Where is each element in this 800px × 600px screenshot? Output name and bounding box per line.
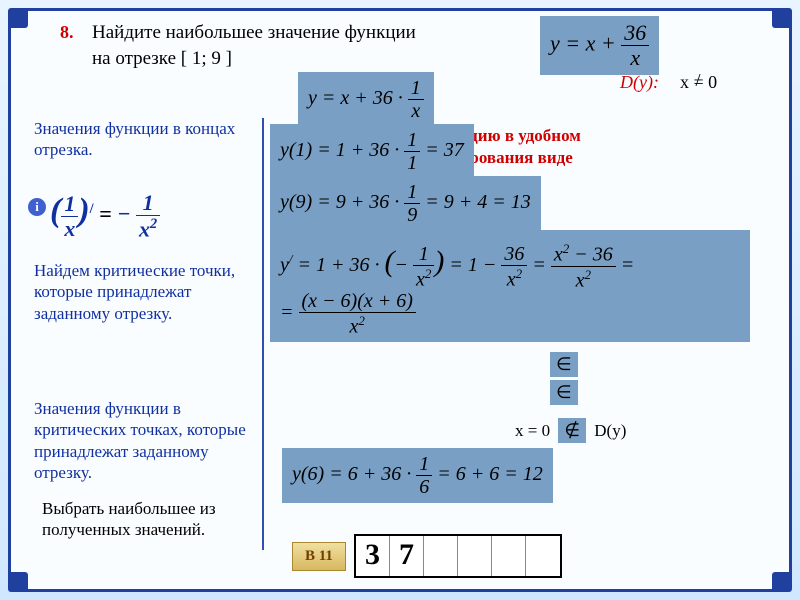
derivative-box: y/ = 1 + 36 · (− 1x2) = 1 − 36x2 = x2 − … bbox=[270, 230, 750, 342]
vertical-divider bbox=[262, 118, 264, 550]
answer-row: В 11 3 7 bbox=[292, 534, 562, 578]
domain-label: D(y): bbox=[620, 72, 659, 93]
answer-cell-5[interactable] bbox=[526, 536, 560, 576]
derivative-rule: (1x)/ = − 1x2 bbox=[50, 192, 160, 240]
slide-content: 8. Найдите наибольшее значение функции н… bbox=[0, 0, 800, 600]
note-choose: Выбрать наибольшее из полученных значени… bbox=[42, 498, 262, 541]
problem-line2: на отрезке [ 1; 9 ] bbox=[92, 48, 232, 69]
domain-value: x =/ 0 bbox=[680, 72, 717, 93]
note-critical: Найдем критические точки, которые принад… bbox=[34, 260, 244, 324]
element-symbol-2: ∈ bbox=[550, 380, 578, 405]
y9-box: y(9) = 9 + 36 · 19 = 9 + 4 = 13 bbox=[270, 176, 541, 231]
answer-cells: 3 7 bbox=[354, 534, 562, 578]
problem-number: 8. bbox=[60, 22, 74, 43]
note-endpoints: Значения функции в концах отрезка. bbox=[34, 118, 244, 161]
problem-line1: Найдите наибольшее значение функции bbox=[92, 22, 416, 43]
info-icon: i bbox=[28, 198, 46, 216]
dy-label: D(y) bbox=[594, 421, 626, 440]
y6-box: y(6) = 6 + 36 · 16 = 6 + 6 = 12 bbox=[282, 448, 553, 503]
not-element-symbol: ∉ bbox=[558, 418, 586, 443]
x-zero: x = 0 bbox=[515, 421, 550, 440]
x-zero-line: x = 0 ∉ D(y) bbox=[515, 418, 626, 443]
note-critical-vals: Значения функции в критических точках, к… bbox=[34, 398, 254, 483]
answer-button[interactable]: В 11 bbox=[292, 542, 346, 571]
answer-cell-4[interactable] bbox=[492, 536, 526, 576]
main-function-box: y = x + 36x bbox=[540, 16, 659, 75]
answer-cell-0[interactable]: 3 bbox=[356, 536, 390, 576]
answer-cell-1[interactable]: 7 bbox=[390, 536, 424, 576]
problem-text: Найдите наибольшее значение функции на о… bbox=[92, 20, 416, 71]
answer-cell-2[interactable] bbox=[424, 536, 458, 576]
rewritten-function-box: y = x + 36 · 1x bbox=[298, 72, 434, 127]
element-symbol-1: ∈ bbox=[550, 352, 578, 377]
answer-cell-3[interactable] bbox=[458, 536, 492, 576]
red-hint-1: цию в удобном bbox=[468, 126, 581, 146]
y1-box: y(1) = 1 + 36 · 11 = 37 bbox=[270, 124, 474, 179]
